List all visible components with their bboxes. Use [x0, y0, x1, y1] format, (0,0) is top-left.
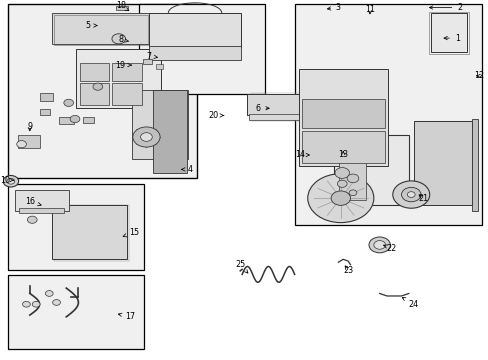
Bar — [148, 13, 241, 47]
Bar — [428, 12, 468, 54]
Bar — [301, 99, 384, 128]
Bar — [298, 69, 387, 166]
Text: 1: 1 — [443, 33, 459, 42]
Bar — [54, 15, 148, 45]
Circle shape — [348, 190, 356, 195]
Bar — [40, 109, 50, 116]
Bar — [333, 135, 408, 205]
Bar — [430, 13, 466, 53]
Circle shape — [112, 34, 125, 44]
Text: 3: 3 — [327, 3, 340, 12]
Circle shape — [32, 301, 40, 307]
Bar — [294, 4, 481, 225]
Text: 25: 25 — [235, 260, 247, 273]
Circle shape — [22, 301, 30, 307]
Text: 6: 6 — [255, 104, 268, 113]
Bar — [83, 117, 94, 123]
Circle shape — [27, 216, 37, 223]
Text: 24: 24 — [402, 297, 418, 309]
Bar — [116, 6, 128, 10]
Bar — [112, 83, 142, 105]
Bar — [471, 119, 477, 211]
Text: 4: 4 — [181, 165, 192, 174]
Bar — [112, 63, 142, 81]
Circle shape — [346, 174, 358, 183]
Bar — [54, 205, 129, 261]
Bar — [301, 132, 331, 161]
Text: 15: 15 — [123, 228, 139, 237]
Bar — [15, 190, 68, 211]
Text: 11: 11 — [364, 5, 374, 14]
Bar — [80, 83, 109, 105]
Circle shape — [45, 291, 53, 296]
Circle shape — [64, 99, 73, 107]
Text: 8: 8 — [118, 35, 128, 44]
Bar — [148, 46, 241, 60]
Bar — [8, 275, 144, 349]
Circle shape — [53, 300, 61, 305]
Circle shape — [17, 141, 26, 148]
Circle shape — [3, 175, 19, 187]
Text: 20: 20 — [207, 111, 224, 120]
Circle shape — [401, 187, 420, 202]
Text: 9: 9 — [27, 122, 32, 131]
Bar — [132, 90, 187, 159]
Bar — [248, 114, 301, 120]
Text: 23: 23 — [342, 266, 352, 275]
Circle shape — [311, 146, 318, 151]
Circle shape — [392, 181, 429, 208]
Bar — [80, 63, 109, 81]
Bar — [156, 64, 163, 69]
Bar — [19, 208, 64, 213]
Bar — [40, 93, 53, 101]
Bar — [52, 205, 127, 259]
Text: 21: 21 — [418, 194, 427, 203]
Text: 2: 2 — [428, 3, 462, 12]
Circle shape — [70, 116, 80, 123]
Circle shape — [317, 146, 324, 151]
Circle shape — [93, 83, 102, 90]
Bar — [139, 4, 265, 94]
Bar — [52, 13, 148, 44]
Text: 16: 16 — [25, 197, 41, 206]
Bar — [59, 117, 73, 125]
Circle shape — [407, 192, 414, 197]
Circle shape — [141, 133, 152, 141]
Circle shape — [337, 180, 346, 187]
Circle shape — [7, 178, 15, 184]
Bar — [152, 90, 186, 173]
Text: 5: 5 — [85, 21, 97, 30]
Circle shape — [373, 240, 385, 249]
Bar — [8, 184, 144, 270]
Text: 13: 13 — [338, 150, 347, 159]
Bar — [143, 59, 151, 64]
Bar — [250, 93, 304, 121]
Bar — [413, 121, 471, 205]
Text: 7: 7 — [146, 51, 157, 60]
Text: 14: 14 — [295, 150, 309, 159]
Circle shape — [133, 127, 160, 147]
Bar — [246, 94, 302, 116]
Text: 10: 10 — [0, 176, 13, 185]
Bar — [339, 157, 366, 200]
Text: 18: 18 — [116, 1, 128, 11]
Circle shape — [368, 237, 389, 253]
Bar — [18, 135, 40, 148]
Circle shape — [305, 146, 312, 151]
Circle shape — [330, 191, 350, 205]
Circle shape — [334, 168, 349, 178]
Bar — [8, 4, 197, 178]
Bar — [301, 131, 384, 163]
Text: 19: 19 — [115, 60, 131, 69]
Text: 17: 17 — [118, 312, 135, 321]
Bar — [116, 63, 127, 69]
Text: 22: 22 — [383, 244, 396, 253]
Bar — [76, 49, 161, 108]
Circle shape — [307, 174, 373, 222]
Text: 12: 12 — [473, 71, 483, 80]
